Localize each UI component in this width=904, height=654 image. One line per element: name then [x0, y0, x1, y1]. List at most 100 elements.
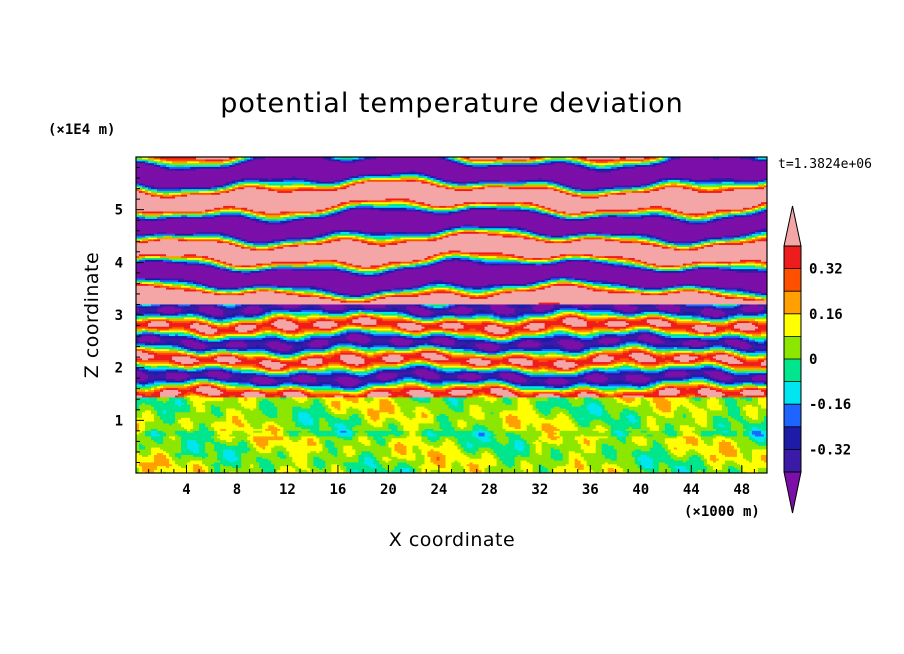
- field-cell: [595, 450, 603, 454]
- field-cell: [175, 419, 179, 422]
- field-cell: [634, 316, 645, 320]
- field-cell: [457, 376, 483, 379]
- field-cell: [733, 396, 741, 400]
- field-cell: [526, 424, 534, 428]
- field-cell: [346, 411, 362, 415]
- field-cell: [415, 467, 423, 470]
- field-cell: [397, 378, 405, 381]
- field-cell: [148, 350, 155, 353]
- field-cell: [481, 385, 492, 389]
- field-cell: [709, 374, 732, 377]
- field-cell: [562, 313, 570, 316]
- field-cell: [175, 378, 182, 381]
- field-cell: [754, 380, 767, 383]
- field-cell: [241, 378, 251, 381]
- field-cell: [232, 417, 239, 420]
- field-cell: [220, 387, 227, 390]
- field-cell: [367, 313, 374, 316]
- field-cell: [520, 467, 534, 470]
- field-cell: [307, 394, 317, 398]
- field-cell: [601, 409, 609, 413]
- field-cell: [496, 316, 501, 320]
- field-cell: [577, 420, 591, 424]
- field-cell: [604, 394, 618, 398]
- field-cell: [721, 385, 738, 389]
- field-cell: [331, 409, 347, 413]
- field-cell: [187, 378, 191, 381]
- field-cell: [505, 415, 519, 418]
- field-cell: [733, 465, 744, 469]
- field-cell: [718, 424, 726, 428]
- field-cell: [373, 363, 399, 366]
- field-cell: [658, 313, 666, 316]
- field-cell: [412, 446, 420, 450]
- field-cell: [328, 339, 350, 342]
- field-cell: [535, 404, 573, 407]
- field-cell: [619, 357, 630, 361]
- field-cell: [526, 471, 534, 473]
- field-cell: [727, 324, 735, 327]
- field-cell: [595, 352, 624, 355]
- field-cell: [721, 361, 729, 364]
- field-cell: [586, 378, 609, 381]
- field-cell: [667, 370, 687, 374]
- field-cell: [208, 344, 227, 348]
- field-cell: [379, 378, 389, 381]
- field-cell: [367, 352, 374, 355]
- field-cell: [220, 467, 263, 470]
- field-cell: [304, 329, 332, 333]
- field-cell: [442, 396, 450, 400]
- field-cell: [325, 406, 329, 409]
- field-cell: [340, 402, 380, 405]
- field-cell: [637, 443, 648, 446]
- field-cell: [271, 315, 275, 318]
- field-cell: [709, 380, 714, 383]
- field-cell: [181, 450, 194, 454]
- field-cell: [430, 456, 438, 459]
- field-cell: [553, 344, 564, 348]
- field-cell: [538, 409, 552, 413]
- field-cell: [586, 316, 609, 320]
- field-cell: [583, 417, 615, 420]
- field-cell: [445, 402, 453, 405]
- field-cell: [337, 326, 341, 329]
- field-cell: [700, 430, 723, 433]
- field-cell: [295, 469, 308, 472]
- field-cell: [478, 446, 492, 450]
- field-cell: [703, 348, 711, 351]
- field-cell: [409, 337, 429, 340]
- field-cell: [148, 322, 170, 325]
- field-cell: [652, 400, 672, 403]
- field-cell: [442, 352, 447, 355]
- field-cell: [256, 443, 269, 446]
- field-cell: [451, 465, 465, 469]
- field-cell: [397, 463, 411, 467]
- field-cell: [388, 394, 399, 398]
- field-cell: [508, 385, 513, 389]
- field-cell: [538, 407, 552, 411]
- field-cell: [457, 331, 483, 335]
- field-cell: [562, 456, 570, 459]
- field-cell: [448, 396, 456, 400]
- field-cell: [358, 394, 368, 398]
- field-cell: [688, 378, 708, 381]
- field-cell: [151, 450, 167, 454]
- field-cell: [622, 350, 630, 353]
- field-cell: [361, 380, 368, 383]
- field-cell: [568, 417, 576, 420]
- field-cell: [208, 374, 233, 377]
- field-cell: [577, 428, 594, 431]
- field-cell: [562, 318, 585, 322]
- field-cell: [394, 406, 402, 409]
- field-cell: [340, 354, 356, 357]
- field-cell: [406, 458, 417, 461]
- field-cell: [535, 428, 543, 431]
- field-cell: [370, 374, 377, 377]
- field-cell: [241, 459, 257, 463]
- field-cell: [364, 387, 368, 390]
- field-cell: [568, 452, 582, 456]
- field-cell: [388, 378, 396, 381]
- field-cell: [661, 355, 666, 359]
- field-cell: [496, 433, 507, 437]
- field-cell: [592, 367, 606, 370]
